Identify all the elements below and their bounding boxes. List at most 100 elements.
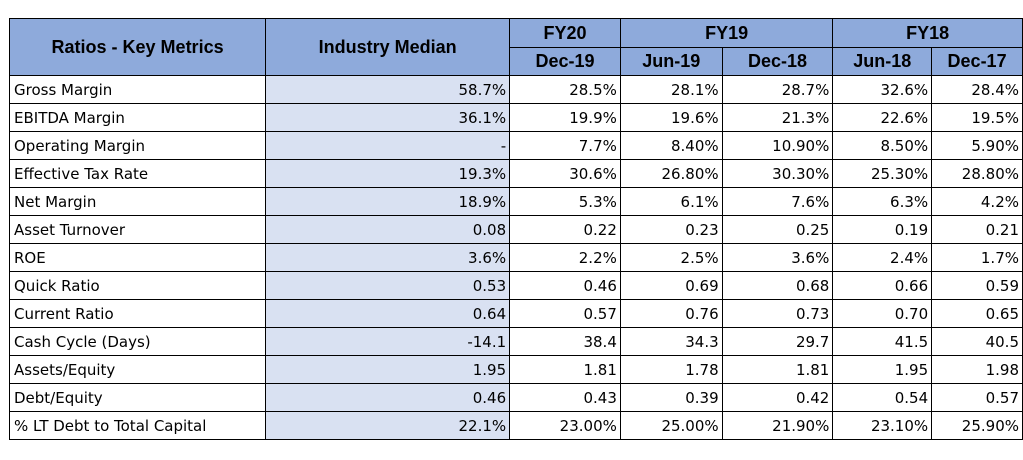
industry-median-value: 0.64 [265,299,511,328]
period-value: 0.21 [931,215,1023,244]
period-value: 28.80% [931,159,1023,188]
metric-label: Gross Margin [8,75,267,104]
table-row: Quick Ratio 0.53 0.46 0.69 0.68 0.66 0.59 [8,271,1023,300]
table-row: Current Ratio 0.64 0.57 0.76 0.73 0.70 0.65 [8,299,1023,328]
table-row: Gross Margin 58.7% 28.5% 28.1% 28.7% 32.6% 28.… [8,75,1023,104]
period-value: 19.6% [619,103,723,132]
period-value: 30.6% [509,159,621,188]
metric-label: % LT Debt to Total Capital [8,411,267,440]
period-value: 1.7% [931,243,1023,272]
period-value: 32.6% [832,75,933,104]
period-value: 23.10% [832,411,933,440]
period-value: 0.25 [721,215,834,244]
period-value: 28.1% [619,75,723,104]
period-value: 38.4 [509,327,621,356]
period-value: 19.9% [509,103,621,132]
group-header-fy19: FY19 [619,18,834,48]
industry-median-value: 19.3% [265,159,511,188]
period-value: 1.98 [931,355,1023,384]
period-value: 0.22 [509,215,621,244]
period-value: 34.3 [619,327,723,356]
industry-median-value: 18.9% [265,187,511,216]
period-value: 28.7% [721,75,834,104]
period-value: 0.19 [832,215,933,244]
period-value: 0.46 [509,271,621,300]
period-value: 0.43 [509,383,621,412]
industry-median-value: 22.1% [265,411,511,440]
period-value: 21.3% [721,103,834,132]
industry-median-value: 3.6% [265,243,511,272]
period-value: 0.57 [509,299,621,328]
period-value: 4.2% [931,187,1023,216]
period-header: Dec-17 [931,47,1023,76]
period-value: 26.80% [619,159,723,188]
metric-label: Cash Cycle (Days) [8,327,267,356]
period-header: Dec-18 [721,47,834,76]
industry-median-column-header: Industry Median [265,18,511,76]
period-value: 0.23 [619,215,723,244]
period-value: 3.6% [721,243,834,272]
industry-median-value: 0.53 [265,271,511,300]
metric-label: Operating Margin [8,131,267,160]
metric-label: Quick Ratio [8,271,267,300]
period-value: 0.69 [619,271,723,300]
period-value: 10.90% [721,131,834,160]
period-value: 28.5% [509,75,621,104]
industry-median-value: 58.7% [265,75,511,104]
period-value: 0.59 [931,271,1023,300]
period-value: 1.95 [832,355,933,384]
period-value: 25.30% [832,159,933,188]
period-value: 22.6% [832,103,933,132]
industry-median-value: 36.1% [265,103,511,132]
industry-median-value: -14.1 [265,327,511,356]
period-value: 8.40% [619,131,723,160]
period-value: 0.68 [721,271,834,300]
period-value: 5.3% [509,187,621,216]
table-row: Cash Cycle (Days) -14.1 38.4 34.3 29.7 41.5 40… [8,327,1023,356]
metric-label: Net Margin [8,187,267,216]
metric-label: ROE [8,243,267,272]
period-value: 6.1% [619,187,723,216]
group-header-fy18: FY18 [832,18,1023,48]
period-value: 1.81 [509,355,621,384]
table-row: Effective Tax Rate 19.3% 30.6% 26.80% 30.30%… [8,159,1023,188]
period-value: 2.2% [509,243,621,272]
period-value: 2.5% [619,243,723,272]
table-row: % LT Debt to Total Capital 22.1% 23.00% 25.… [8,411,1023,440]
metric-label: Debt/Equity [8,383,267,412]
period-value: 0.57 [931,383,1023,412]
group-header-fy20: FY20 [509,18,621,48]
period-value: 25.00% [619,411,723,440]
period-value: 29.7 [721,327,834,356]
table-row: Net Margin 18.9% 5.3% 6.1% 7.6% 6.3% 4.2% [8,187,1023,216]
period-value: 0.70 [832,299,933,328]
period-value: 6.3% [832,187,933,216]
metric-label: Current Ratio [8,299,267,328]
period-value: 5.90% [931,131,1023,160]
period-header: Jun-19 [619,47,723,76]
industry-median-value: 0.08 [265,215,511,244]
period-value: 28.4% [931,75,1023,104]
period-value: 0.54 [832,383,933,412]
period-value: 8.50% [832,131,933,160]
period-value: 19.5% [931,103,1023,132]
period-value: 30.30% [721,159,834,188]
metric-label: Asset Turnover [8,215,267,244]
period-value: 0.73 [721,299,834,328]
metric-label: Effective Tax Rate [8,159,267,188]
industry-median-value: - [265,131,511,160]
period-header: Dec-19 [509,47,621,76]
period-value: 23.00% [509,411,621,440]
ratios-column-header: Ratios - Key Metrics [8,18,267,76]
key-metrics-table: Ratios - Key Metrics Industry Median FY2… [8,18,1023,440]
period-value: 7.7% [509,131,621,160]
period-value: 1.81 [721,355,834,384]
table-row: ROE 3.6% 2.2% 2.5% 3.6% 2.4% 1.7% [8,243,1023,272]
table-row: Assets/Equity 1.95 1.81 1.78 1.81 1.95 1.98 [8,355,1023,384]
period-value: 0.39 [619,383,723,412]
period-value: 2.4% [832,243,933,272]
table-row: Asset Turnover 0.08 0.22 0.23 0.25 0.19 0.21 [8,215,1023,244]
metric-label: EBITDA Margin [8,103,267,132]
period-value: 41.5 [832,327,933,356]
period-header: Jun-18 [832,47,933,76]
